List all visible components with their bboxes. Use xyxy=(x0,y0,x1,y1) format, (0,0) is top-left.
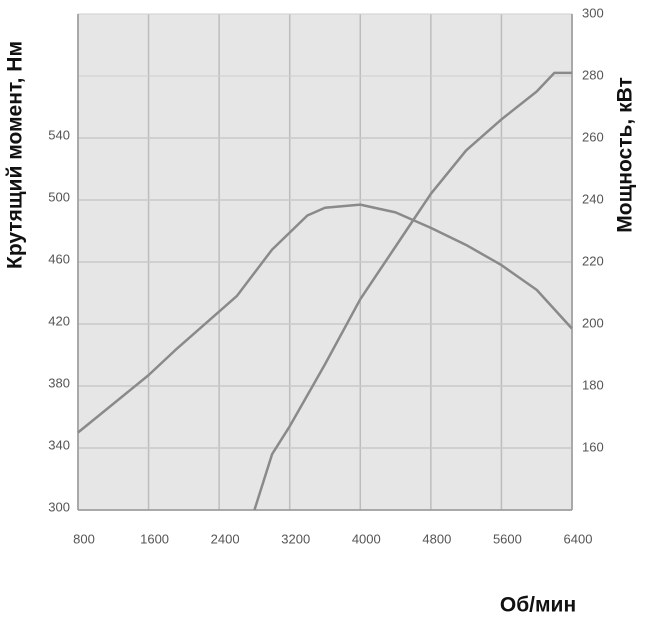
y-tick-label: 460 xyxy=(48,251,70,266)
line-series xyxy=(253,71,572,511)
y-tick-label: 340 xyxy=(48,437,70,452)
y-tick-label: 420 xyxy=(48,313,70,328)
x-tick-label: 800 xyxy=(73,531,95,546)
y2-tick-label: 260 xyxy=(582,129,604,144)
y2-tick-label: 160 xyxy=(582,439,604,454)
x-tick-label: 3200 xyxy=(281,531,310,546)
x-tick-label: 6400 xyxy=(564,531,593,546)
y-tick-label: 540 xyxy=(48,127,70,142)
y2-tick-label: 220 xyxy=(582,253,604,268)
x-tick-label: 2400 xyxy=(211,531,240,546)
line-series xyxy=(77,203,573,434)
x-tick-label: 4800 xyxy=(422,531,451,546)
y-tick-label: 380 xyxy=(48,375,70,390)
y2-tick-label: 240 xyxy=(582,191,604,206)
y2-axis-title: Мощность, кВт xyxy=(614,77,637,233)
y2-tick-label: 200 xyxy=(582,315,604,330)
x-tick-label: 4000 xyxy=(352,531,381,546)
y-tick-label: 500 xyxy=(48,189,70,204)
y-axis-title: Крутящий момент, Нм xyxy=(4,41,27,269)
y2-tick-label: 280 xyxy=(582,67,604,82)
x-tick-label: 1600 xyxy=(140,531,169,546)
y2-tick-label: 300 xyxy=(582,5,604,20)
x-tick-label: 5600 xyxy=(493,531,522,546)
x-axis-title: Об/мин xyxy=(500,594,576,617)
y-tick-label: 300 xyxy=(48,499,70,514)
y2-tick-label: 180 xyxy=(582,377,604,392)
